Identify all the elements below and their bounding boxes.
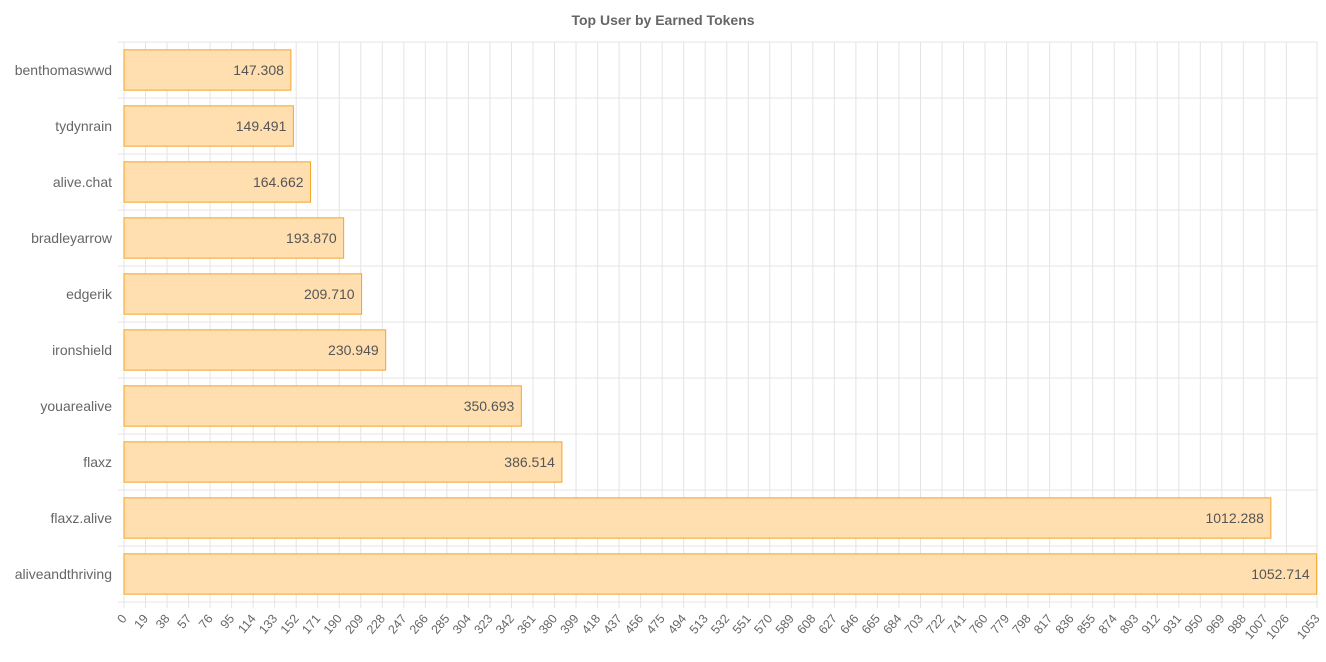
x-tick-label: 38 [153,612,173,632]
category-label: edgerik [66,286,113,302]
x-tick-label: 19 [132,612,152,632]
bar-value-label: 209.710 [304,286,355,302]
category-label: youarealive [40,398,112,414]
category-label: alive.chat [53,174,112,190]
x-tick-label: 209 [342,612,366,637]
x-tick-label: 665 [859,612,883,637]
x-tick-label: 741 [945,612,969,637]
chart-title: Top User by Earned Tokens [571,12,755,28]
x-tick-label: 893 [1117,612,1141,637]
bar [123,49,292,91]
x-tick-label: 228 [364,612,388,637]
x-tick-label: 494 [665,612,689,637]
x-tick-label: 190 [321,612,345,637]
x-tick-label: 418 [579,612,603,637]
x-tick-label: 1026 [1263,612,1292,642]
x-axis-ticks: 0 19 38 57 76 9511413315217119020922824726628… [114,612,1322,642]
category-label: flaxz [83,454,112,470]
x-tick-label: 1007 [1242,612,1271,642]
x-tick-label: 437 [601,612,625,637]
x-tick-label: 646 [837,612,861,637]
x-tick-label: 570 [751,612,775,637]
x-tick-label: 361 [515,612,539,637]
x-tick-label: 285 [428,612,452,637]
category-label: tydynrain [55,118,112,134]
x-tick-label: 266 [407,612,431,637]
x-tick-label: 95 [218,612,238,632]
bar [123,497,1272,539]
x-tick-label: 152 [278,612,302,637]
bar [123,105,294,147]
category-label: flaxz.alive [51,510,113,526]
x-tick-label: 817 [1031,612,1055,637]
x-tick-label: 0 [114,612,129,626]
x-tick-label: 931 [1160,612,1184,637]
x-tick-label: 323 [471,612,495,637]
x-tick-label: 304 [450,612,474,637]
x-tick-label: 76 [196,612,216,632]
x-tick-label: 551 [730,612,754,637]
x-tick-label: 247 [385,612,409,637]
category-label: bradleyarrow [31,230,113,246]
x-tick-label: 703 [902,612,926,637]
bar-value-label: 149.491 [236,118,287,134]
bar [123,553,1318,595]
x-tick-label: 133 [256,612,280,637]
bar [123,385,522,427]
bar-value-label: 147.308 [233,62,284,78]
x-tick-label: 380 [536,612,560,637]
bar [123,329,387,371]
category-label: benthomaswwd [15,62,112,78]
x-tick-label: 684 [880,612,904,637]
x-tick-label: 722 [924,612,948,637]
x-tick-label: 171 [299,612,323,637]
x-tick-label: 950 [1182,612,1206,637]
x-tick-label: 456 [622,612,646,637]
bar [123,273,363,315]
bar-value-label: 1012.288 [1205,510,1264,526]
bar-value-label: 1052.714 [1251,566,1310,582]
bar-value-label: 350.693 [464,398,515,414]
x-tick-label: 798 [1010,612,1034,637]
x-tick-label: 1053 [1294,612,1323,642]
x-tick-label: 855 [1074,612,1098,637]
bar-value-label: 230.949 [328,342,379,358]
x-tick-label: 114 [235,612,259,636]
x-tick-label: 532 [708,612,732,637]
x-tick-label: 475 [644,612,668,637]
bars [123,49,1318,595]
x-tick-label: 342 [493,612,517,637]
category-labels: 147.308 benthomaswwd 149.491 tydynrain 164.6… [15,62,1310,582]
x-tick-label: 836 [1053,612,1077,637]
x-tick-label: 779 [988,612,1012,637]
x-tick-label: 912 [1139,612,1163,637]
x-tick-label: 874 [1096,612,1120,637]
category-label: ironshield [52,342,112,358]
x-tick-label: 760 [967,612,991,637]
x-tick-label: 399 [558,612,582,637]
x-tick-label: 627 [816,612,840,637]
category-label: aliveandthriving [15,566,112,582]
bar [123,217,345,259]
x-tick-label: 608 [794,612,818,637]
bar [123,161,312,203]
x-tick-label: 969 [1203,612,1227,637]
x-tick-label: 589 [773,612,797,637]
bar-value-label: 193.870 [286,230,337,246]
x-tick-label: 57 [175,612,195,632]
x-tick-label: 513 [687,612,711,637]
bar [123,441,563,483]
bar-value-label: 386.514 [504,454,555,470]
bar-value-label: 164.662 [253,174,304,190]
